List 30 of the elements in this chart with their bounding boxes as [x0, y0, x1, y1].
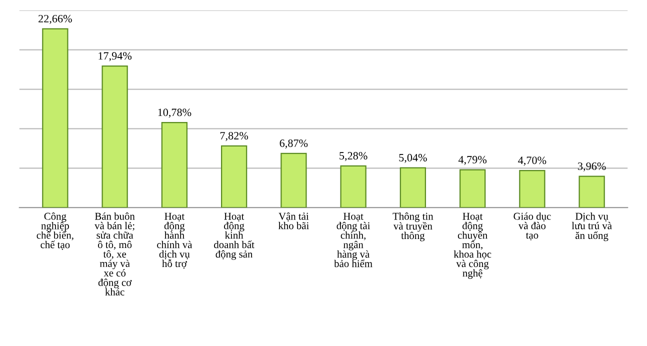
bar [459, 169, 486, 208]
bar [280, 152, 307, 208]
data-label: 5,28% [340, 152, 368, 162]
bar [220, 145, 248, 208]
x-tick-label: Công nghiệp chế biến, chế tạo [36, 212, 74, 250]
x-tick-label: Hoạt động kinh doanh bất động sản [214, 212, 254, 260]
bar [161, 122, 188, 208]
data-label: 17,94% [98, 52, 132, 62]
data-label: 6,87% [280, 139, 308, 149]
bar [102, 66, 128, 208]
bar [400, 167, 426, 208]
bar [519, 170, 546, 208]
x-tick-label: Thông tin và truyền thông [392, 212, 434, 242]
bar [340, 165, 366, 208]
x-tick-label: Dịch vụ lưu trú và ăn uống [572, 212, 612, 242]
data-label: 5,04% [399, 154, 427, 164]
data-label: 4,79% [458, 156, 487, 165]
x-tick-label: Hoạt động chuyên môn, khoa học và công nghệ [454, 212, 492, 279]
bar [578, 176, 605, 208]
x-tick-label: Hoạt động hành chính và dịch vụ hỗ trợ [157, 212, 192, 269]
data-label: 3,96% [578, 162, 606, 172]
data-label: 22,66% [38, 14, 72, 24]
x-tick-label: Vận tải kho bãi [278, 212, 309, 230]
x-tick-label: Giáo dục và đào tạo [514, 212, 551, 240]
data-label: 10,78% [158, 108, 192, 118]
data-label: 7,82% [220, 132, 248, 142]
x-tick-label: Hoạt động tài chính, ngân hàng và bảo hiểm [334, 212, 372, 268]
bar [42, 28, 68, 208]
category-label: Bán buôn và bán lẻ; sửa chữa ô tô, mô tô, xe máy và xe có động cơ khác [94, 212, 135, 296]
data-label: 4,70% [518, 156, 546, 166]
